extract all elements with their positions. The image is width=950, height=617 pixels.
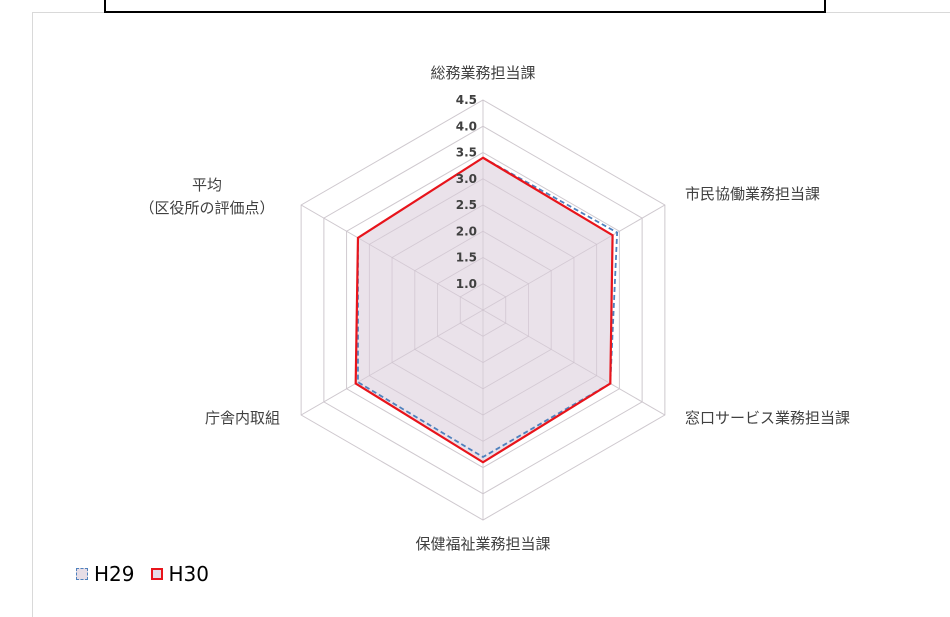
- tick-label-0: 1.0: [456, 277, 477, 291]
- category-label-1: 市民協働業務担当課: [685, 185, 820, 203]
- category-label-5-0: 平均: [192, 176, 222, 194]
- axis-overlay-5: [300, 204, 484, 311]
- legend: H29 H30: [76, 562, 225, 586]
- series-line-h30: [354, 156, 614, 464]
- category-label-5-1: （区役所の評価点）: [139, 199, 274, 217]
- series-line-h29: [357, 156, 619, 459]
- legend-item-h30: H30: [150, 562, 210, 586]
- tick-label-4: 3.0: [456, 172, 477, 186]
- legend-item-h29: H29: [76, 562, 135, 586]
- legend-label-h29: H29: [94, 562, 135, 586]
- legend-label-h30: H30: [168, 562, 210, 586]
- category-label-0: 総務業務担当課: [430, 64, 535, 82]
- header-box: [104, 0, 826, 13]
- series-fill: [355, 157, 613, 463]
- category-label-2: 窓口サービス業務担当課: [685, 409, 850, 427]
- category-label-4: 庁舎内取組: [205, 409, 280, 427]
- axis-overlay-4: [300, 309, 484, 416]
- tick-label-7: 4.5: [456, 93, 477, 107]
- tick-label-6: 4.0: [456, 119, 477, 133]
- tick-label-1: 1.5: [456, 251, 477, 265]
- axis-overlay-2: [482, 309, 666, 416]
- category-label-3: 保健福祉業務担当課: [415, 535, 550, 553]
- legend-swatch-h30: [150, 568, 163, 580]
- legend-swatch-h29: [76, 568, 88, 580]
- tick-label-5: 3.5: [456, 146, 477, 160]
- tick-label-2: 2.0: [456, 224, 477, 238]
- tick-label-3: 2.5: [456, 198, 477, 212]
- axis-overlay-1: [482, 204, 666, 311]
